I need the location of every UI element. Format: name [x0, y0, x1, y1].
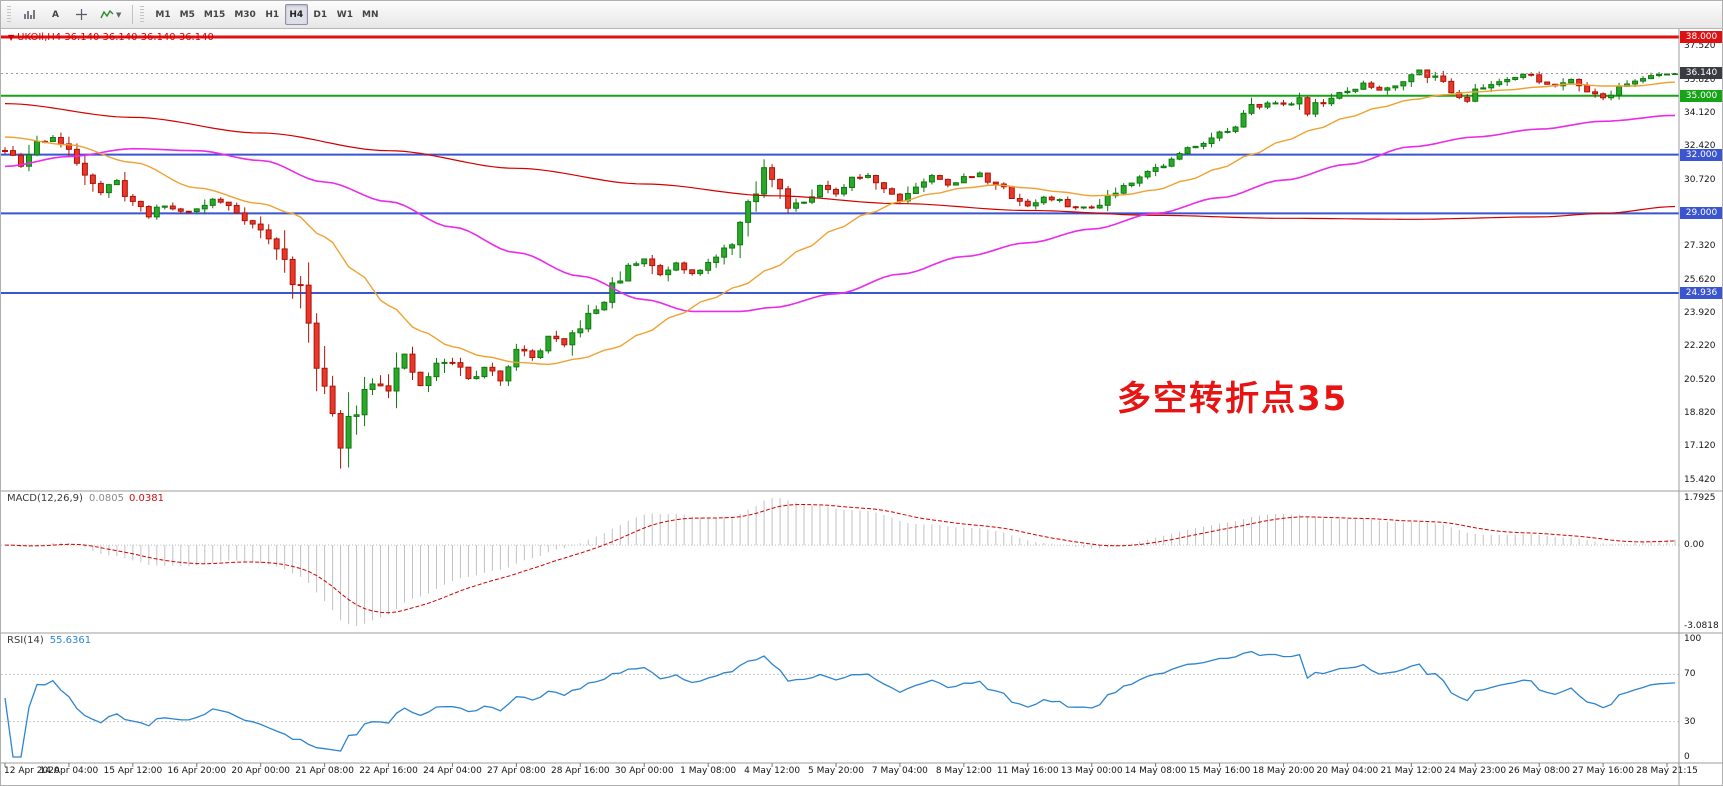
- timeframe-group: M1 M5 M15 M30 H1 H4 D1 W1 MN: [151, 4, 382, 25]
- timeframe-button-M1[interactable]: M1: [151, 4, 174, 25]
- timeframe-button-M30[interactable]: M30: [230, 4, 259, 25]
- ma-mid-magenta: [4, 114, 1676, 313]
- candles-layer: [2, 69, 1678, 469]
- crosshair-tool-button[interactable]: [70, 4, 93, 25]
- macd-panel-plot: [1, 498, 1679, 626]
- indicator-wave-icon: [100, 9, 114, 19]
- macd-signal-line: [4, 503, 1676, 614]
- timeframe-button-H1[interactable]: H1: [261, 4, 284, 25]
- indicators-dropdown-button[interactable]: ▼: [96, 4, 125, 25]
- chevron-down-icon: ▼: [116, 10, 122, 19]
- toolbar-separator: [132, 5, 134, 24]
- ma-slow-red: [4, 103, 1676, 220]
- timeframe-button-D1[interactable]: D1: [309, 4, 332, 25]
- moving-averages-layer: [4, 81, 1676, 366]
- bar-chart-tool-button[interactable]: [18, 4, 41, 25]
- timeframe-button-M5[interactable]: M5: [176, 4, 199, 25]
- timeframe-button-M15[interactable]: M15: [200, 4, 229, 25]
- text-tool-label: A: [52, 9, 59, 20]
- timeframe-button-H4[interactable]: H4: [284, 4, 308, 25]
- timeframe-toolbar-grip[interactable]: [140, 5, 145, 24]
- timeframe-button-W1[interactable]: W1: [333, 4, 357, 25]
- timeframe-button-MN[interactable]: MN: [358, 4, 383, 25]
- rsi-line: [4, 650, 1676, 758]
- toolbar-grip[interactable]: [7, 5, 11, 24]
- ma-fast-orange: [4, 81, 1676, 366]
- bar-chart-icon: [24, 10, 35, 19]
- rsi-panel-plot: [1, 650, 1679, 758]
- crosshair-icon: [76, 9, 87, 20]
- text-tool-button[interactable]: A: [44, 4, 67, 25]
- toolbar: A ▼ M1 M5 M15 M30 H1 H4 D1 W1 MN: [1, 1, 1722, 29]
